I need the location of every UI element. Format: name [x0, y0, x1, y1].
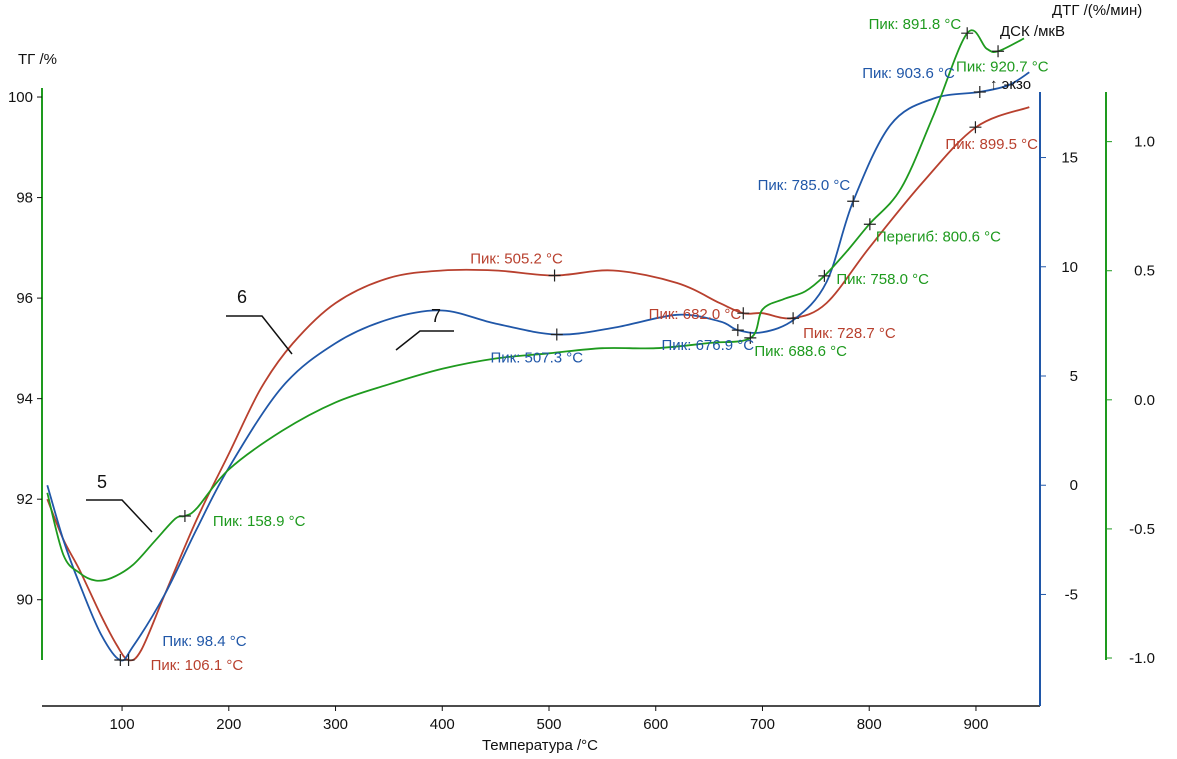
peak-label: Пик: 507.3 °C	[491, 349, 584, 366]
x-tick-label: 100	[110, 716, 135, 733]
peak-label: Пик: 891.8 °C	[869, 16, 962, 33]
peak-marker	[969, 121, 982, 134]
peak-marker	[818, 269, 831, 282]
peak-label: Пик: 903.6 °C	[862, 65, 955, 82]
dsc-axis-label: ДСК /мкВ	[1000, 23, 1065, 40]
tg-tick-label: 94	[16, 391, 33, 408]
tg-axis-label: ТГ /%	[18, 51, 57, 68]
x-tick-label: 500	[536, 716, 561, 733]
tg-tick-label: 90	[16, 592, 33, 609]
peak-marker	[737, 307, 750, 320]
dtg-axis-label: ДТГ /(%/мин)	[1052, 2, 1142, 19]
dsc-tick-label: 10	[1061, 259, 1078, 276]
series-line-dsc	[46, 71, 1030, 662]
dtg-tick-label: -0.5	[1129, 521, 1155, 538]
peak-label: Пик: 505.2 °C	[470, 250, 563, 267]
dsc-tick-label: 5	[1070, 368, 1078, 385]
peak-marker	[122, 654, 135, 667]
peak-label: Перегиб: 800.6 °C	[876, 228, 1001, 245]
curves	[46, 29, 1030, 662]
dtg-tick-label: 0.0	[1134, 392, 1155, 409]
dsc-tick-label: 0	[1070, 477, 1078, 494]
ticks: 100 200 300 400 500 600 700 800 9009092949698100…	[8, 89, 1155, 733]
peak-label: Пик: 899.5 °C	[945, 136, 1038, 153]
peak-label: Пик: 682.0 °C	[649, 306, 742, 323]
x-tick-label: 900	[963, 716, 988, 733]
x-tick-label: 600	[643, 716, 668, 733]
peak-marker	[961, 27, 974, 40]
peak-label: Пик: 688.6 °C	[754, 343, 847, 360]
dtg-tick-label: 0.5	[1134, 263, 1155, 280]
axes	[41, 88, 1107, 707]
peak-marker	[744, 331, 757, 344]
peak-marker	[550, 328, 563, 341]
peak-marker	[787, 312, 800, 325]
peak-label: Пик: 98.4 °C	[162, 633, 246, 650]
peak-label: Пик: 158.9 °C	[213, 513, 306, 530]
peak-marker	[992, 45, 1005, 58]
curve-label-5: 5	[97, 472, 107, 492]
tg-tick-label: 100	[8, 89, 33, 106]
curve-callout-5: 5	[86, 472, 153, 533]
peak-marker	[548, 269, 561, 282]
x-tick-label: 200	[216, 716, 241, 733]
peak-markers	[114, 27, 1005, 667]
peak-marker	[731, 324, 744, 337]
x-tick-label: 800	[857, 716, 882, 733]
x-axis-label: Температура /°C	[482, 737, 598, 754]
peak-label: Пик: 758.0 °C	[836, 271, 929, 288]
x-tick-label: 400	[430, 716, 455, 733]
series-line-tg	[46, 106, 1030, 662]
dsc-tick-label: 15	[1061, 150, 1078, 167]
curve-callout-7: 7	[395, 306, 454, 351]
peak-marker	[973, 86, 986, 98]
peak-label: Пик: 728.7 °C	[803, 325, 896, 342]
curve-label-7: 7	[431, 306, 441, 326]
peak-label: Пик: 920.7 °C	[956, 58, 1049, 75]
x-tick-label: 700	[750, 716, 775, 733]
x-tick-label: 300	[323, 716, 348, 733]
peak-label: Пик: 676.9 °C	[662, 337, 755, 354]
tg-tick-label: 96	[16, 290, 33, 307]
peak-marker	[178, 510, 191, 522]
dsc-tick-label: -5	[1065, 586, 1078, 603]
dtg-tick-label: 1.0	[1134, 134, 1155, 151]
peak-label: Пик: 785.0 °C	[758, 177, 851, 194]
peak-marker	[847, 195, 860, 208]
exo-indicator: ↑ экзо	[990, 76, 1031, 93]
tg-tick-label: 98	[16, 190, 33, 207]
curve-label-6: 6	[237, 287, 247, 307]
tg-tick-label: 92	[16, 491, 33, 508]
peak-marker	[863, 218, 876, 231]
dtg-tick-label: -1.0	[1129, 650, 1155, 667]
peak-label: Пик: 106.1 °C	[151, 657, 244, 674]
curve-callout-6: 6	[226, 287, 293, 355]
series-line-dtg	[46, 29, 1025, 582]
